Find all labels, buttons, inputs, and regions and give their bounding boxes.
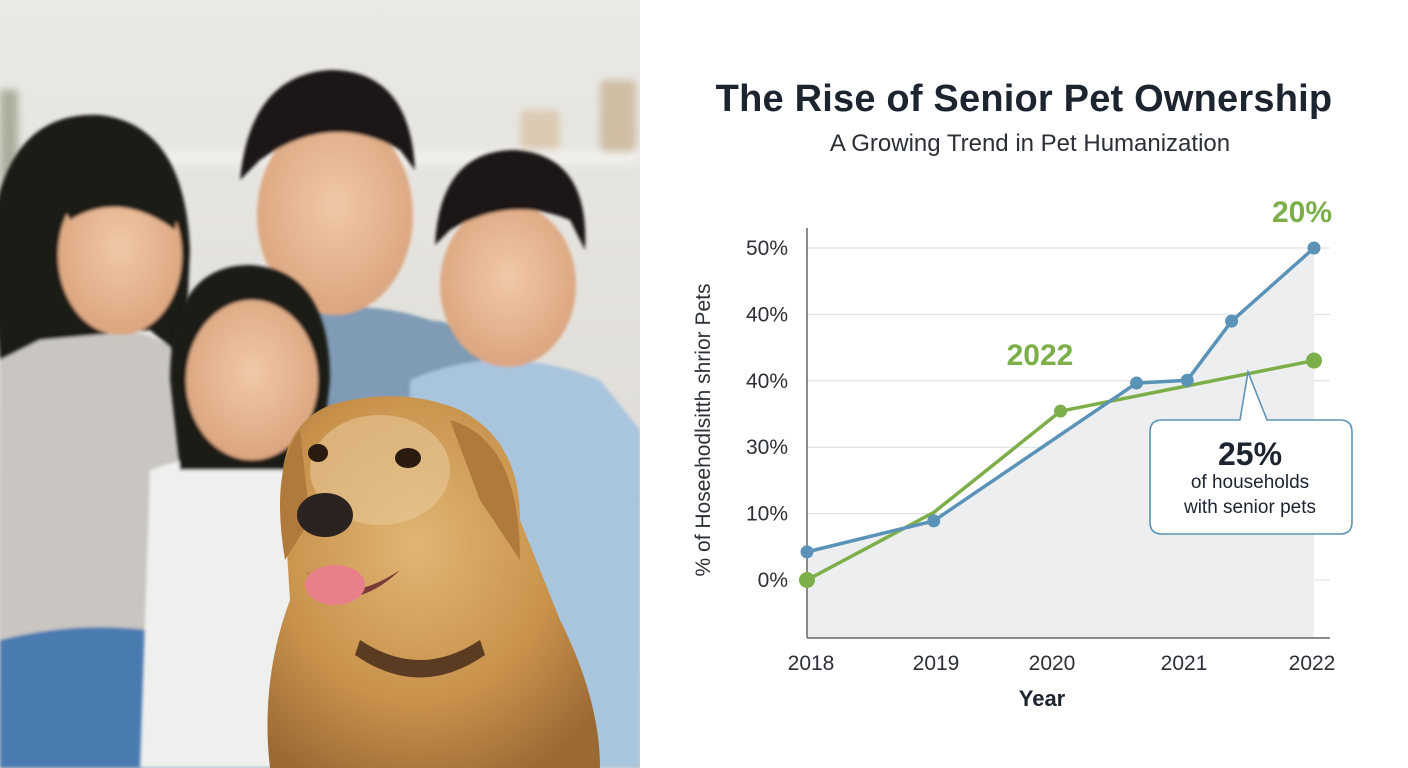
callout-line-1: of households	[1191, 472, 1309, 493]
y-axis-title: % of Hoseehodlsitth shrior Pets	[692, 284, 715, 577]
y-tick-label: 30%	[746, 436, 788, 459]
x-tick-labels: 2018 2019 2020 2021 2022	[788, 652, 1336, 675]
chart-subtitle: A Growing Trend in Pet Humanization	[829, 130, 1231, 157]
callout-box: 25% of households with senior pets	[1149, 369, 1353, 535]
y-tick-label: 50%	[746, 237, 788, 260]
data-point	[1130, 376, 1144, 390]
data-point	[1306, 352, 1322, 369]
y-tick-label: 40%	[746, 303, 788, 326]
annotation-20-percent: 20%	[1272, 196, 1332, 229]
x-tick-label: 2022	[1289, 652, 1336, 675]
data-point	[799, 572, 815, 588]
y-tick-labels: 0% 10% 30% 40% 40% 50%	[746, 237, 788, 592]
data-point	[1307, 241, 1321, 255]
chart-title: The Rise of Senior Pet Ownership	[715, 78, 1333, 120]
chart-panel: The Rise of Senior Pet Ownership A Growi…	[640, 0, 1408, 768]
area-fill	[807, 248, 1314, 638]
line-chart: 0% 10% 30% 40% 40% 50% 2018 2019 2020 2021 2022 %…	[692, 196, 1353, 711]
x-tick-label: 2018	[788, 652, 835, 675]
callout-value: 25%	[1218, 436, 1282, 472]
series-points	[799, 241, 1322, 588]
data-point	[800, 545, 814, 559]
data-point	[927, 514, 941, 528]
family-dog-photo	[0, 0, 640, 768]
x-axis-title: Year	[1019, 686, 1066, 711]
y-tick-label: 10%	[746, 503, 788, 526]
callout-line-2: with senior pets	[1183, 497, 1316, 518]
data-point	[1054, 404, 1067, 418]
x-tick-label: 2020	[1029, 652, 1076, 675]
x-tick-label: 2021	[1161, 652, 1208, 675]
y-tick-label: 0%	[758, 569, 788, 592]
data-point	[1180, 373, 1194, 387]
annotation-2022: 2022	[1007, 339, 1074, 372]
x-tick-label: 2019	[913, 652, 960, 675]
family-with-senior-dog-photo	[0, 0, 640, 768]
data-point	[1225, 314, 1239, 328]
y-tick-label: 40%	[746, 370, 788, 393]
series-line-blue	[805, 246, 1316, 554]
